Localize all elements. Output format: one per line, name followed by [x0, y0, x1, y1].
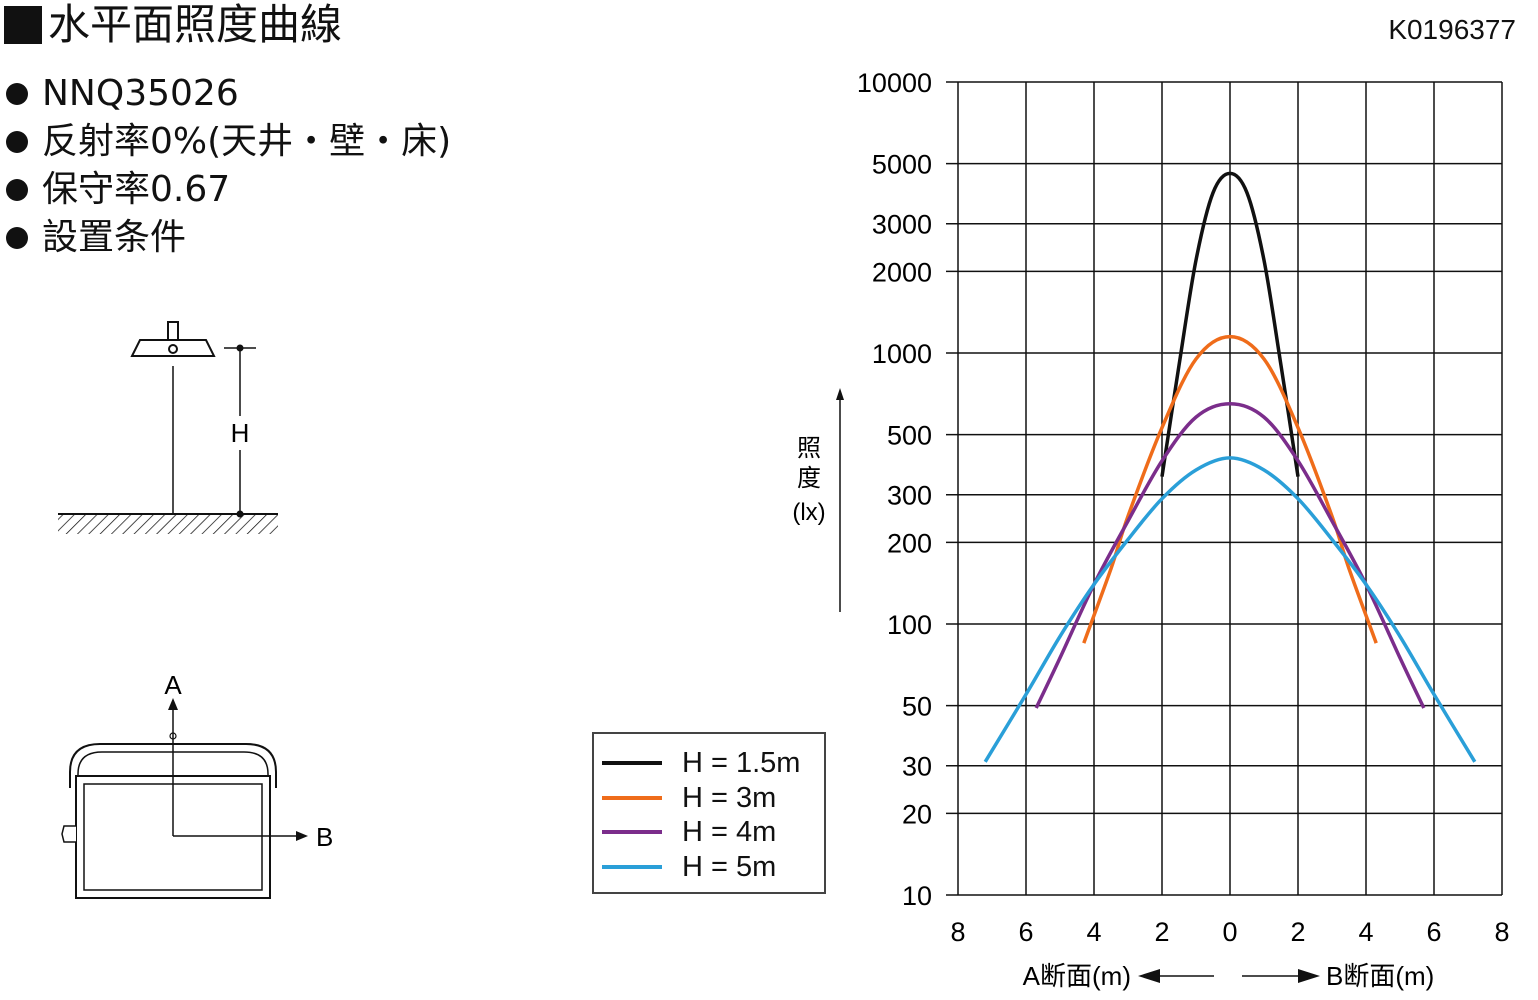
luminaire-top-view-icon: [61, 732, 277, 899]
orientation-diagram: A B: [61, 670, 333, 899]
axis-b-label: B: [316, 822, 333, 852]
x-axis-label: A断面(m) B断面(m): [1023, 961, 1435, 991]
x-tick-label: 4: [1086, 917, 1101, 947]
y-tick-label: 30: [902, 752, 932, 782]
x-axis-label-right: B断面(m): [1326, 961, 1434, 991]
y-tick-label: 3000: [872, 210, 932, 240]
y-tick-label: 50: [902, 692, 932, 722]
arrow-right-icon: [1298, 969, 1320, 983]
arrow-up-icon: [836, 388, 844, 400]
arrow-up-icon: [168, 698, 178, 710]
y-tick-label: 100: [887, 610, 932, 640]
y-axis-label: 照 度 (lx): [792, 388, 844, 612]
spec-text: 設置条件: [42, 217, 187, 258]
y-axis-label-line: 度: [797, 465, 821, 492]
square-bullet-icon: [4, 6, 42, 44]
legend-item: H = 3m: [602, 781, 776, 815]
axis-a-label: A: [164, 670, 182, 700]
x-tick-label: 2: [1290, 917, 1305, 947]
spec-item: 設置条件: [2, 214, 451, 262]
bullet-icon: [6, 179, 28, 201]
spec-item: NNQ35026: [2, 70, 451, 118]
legend-label: H = 3m: [682, 781, 777, 814]
legend-label: H = 4m: [682, 815, 777, 848]
legend-item: H = 5m: [602, 850, 776, 884]
chart-legend: H = 1.5m H = 3m H = 4m H = 5m: [592, 732, 826, 894]
x-tick-label: 0: [1222, 917, 1237, 947]
x-tick-label: 8: [1494, 917, 1509, 947]
chart-grid: [946, 81, 1503, 896]
legend-label: H = 5m: [682, 850, 777, 883]
y-tick-label: 10000: [857, 68, 932, 98]
x-tick-label: 4: [1358, 917, 1373, 947]
y-tick-label: 10: [902, 881, 932, 911]
luminaire-icon: [130, 321, 216, 357]
x-tick-label: 8: [950, 917, 965, 947]
chart-series: [983, 171, 1477, 763]
spec-text: 保守率0.67: [42, 169, 231, 210]
series-line: [983, 456, 1477, 763]
installation-diagram: H: [58, 321, 278, 534]
page-title: 水平面照度曲線: [4, 2, 342, 48]
y-tick-label: 200: [887, 528, 932, 558]
y-axis-label-line: (lx): [792, 499, 825, 526]
product-code: K0196377: [1388, 14, 1516, 45]
height-label: H: [231, 418, 250, 448]
bullet-icon: [6, 131, 28, 153]
y-tick-label: 2000: [872, 257, 932, 287]
arrow-left-icon: [1138, 969, 1160, 983]
y-tick-label: 300: [887, 481, 932, 511]
spec-list: NNQ35026 反射率0%(天井・壁・床) 保守率0.67 設置条件: [2, 70, 451, 262]
y-tick-label: 20: [902, 799, 932, 829]
bullet-icon: [6, 227, 28, 249]
bullet-icon: [6, 83, 28, 105]
y-tick-label: 500: [887, 421, 932, 451]
title-text: 水平面照度曲線: [48, 0, 343, 49]
floor-hatch: [58, 514, 278, 534]
x-tick-labels: 8 6 4 2 0 2 4 6 8: [950, 917, 1509, 947]
series-line: [1160, 171, 1300, 477]
legend-swatch: [602, 830, 662, 834]
legend-swatch: [602, 796, 662, 800]
legend-swatch: [602, 865, 662, 869]
spec-item: 保守率0.67: [2, 166, 451, 214]
arrow-right-icon: [296, 831, 308, 841]
legend-label: H = 1.5m: [682, 746, 801, 779]
x-tick-label: 2: [1154, 917, 1169, 947]
legend-item: H = 4m: [602, 815, 776, 849]
y-tick-labels: 10 20 30 50 100 200 300 500 1000 2000 3000 5000 1000…: [857, 68, 932, 911]
y-tick-label: 5000: [872, 150, 932, 180]
x-tick-label: 6: [1018, 917, 1033, 947]
x-axis-label-left: A断面(m): [1023, 961, 1131, 991]
spec-item: 反射率0%(天井・壁・床): [2, 118, 451, 166]
x-tick-label: 6: [1426, 917, 1441, 947]
legend-item: H = 1.5m: [602, 746, 800, 780]
y-tick-label: 1000: [872, 339, 932, 369]
spec-text: 反射率0%(天井・壁・床): [42, 121, 452, 162]
spec-text: NNQ35026: [42, 73, 239, 114]
y-axis-label-line: 照: [797, 435, 821, 462]
legend-swatch: [602, 761, 662, 765]
